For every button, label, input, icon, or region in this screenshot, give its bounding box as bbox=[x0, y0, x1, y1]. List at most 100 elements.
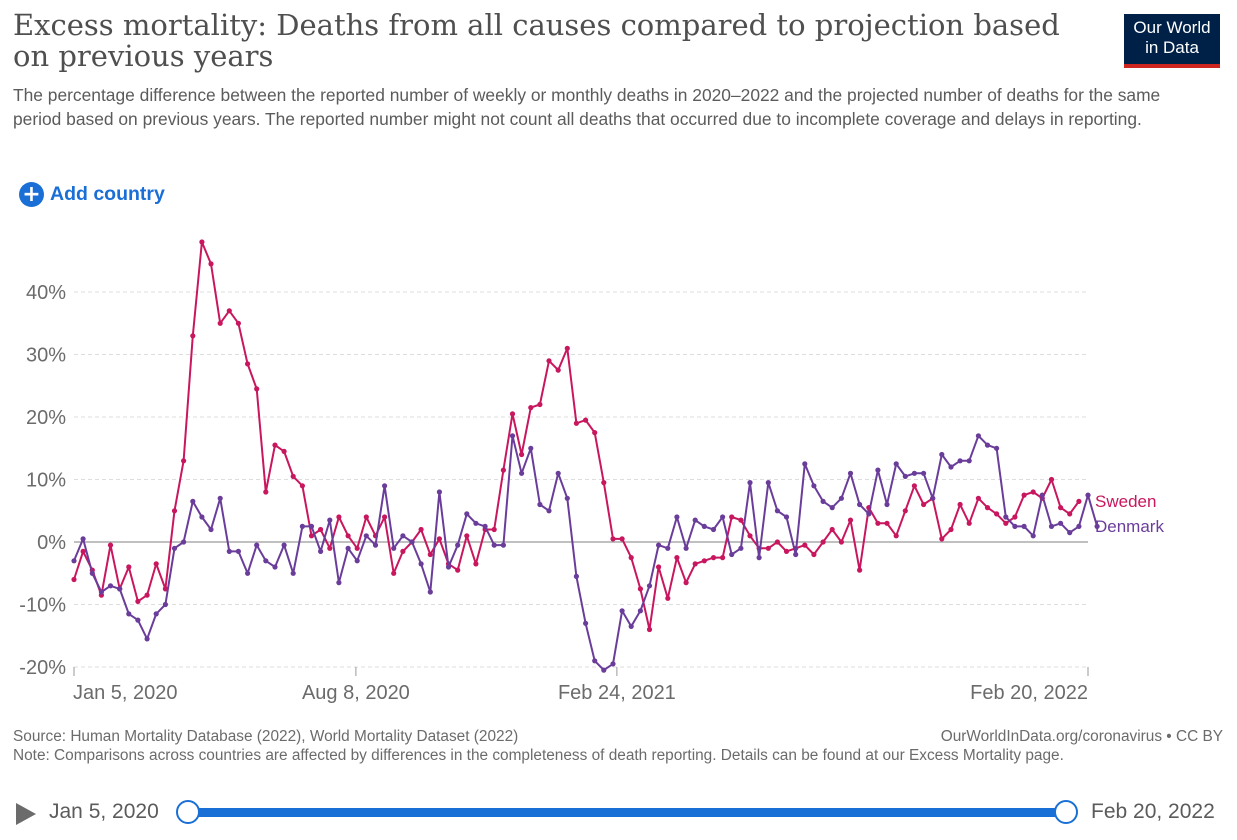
y-tick-label: 30% bbox=[26, 345, 66, 367]
data-point bbox=[1076, 498, 1082, 504]
data-point bbox=[838, 495, 845, 501]
data-point bbox=[345, 533, 351, 539]
x-tick-label: Feb 20, 2022 bbox=[970, 682, 1088, 704]
data-point bbox=[857, 567, 863, 573]
data-point bbox=[875, 467, 881, 473]
data-point bbox=[765, 545, 771, 551]
data-point bbox=[318, 548, 324, 555]
data-point bbox=[135, 598, 141, 605]
data-point bbox=[893, 533, 899, 539]
data-point bbox=[473, 561, 479, 567]
source-url-link[interactable]: OurWorldInData.org/coronavirus • CC BY bbox=[940, 728, 1223, 745]
data-point bbox=[555, 367, 561, 373]
owid-logo[interactable]: Our World in Data bbox=[1124, 14, 1220, 68]
data-point bbox=[546, 508, 552, 514]
data-point bbox=[811, 483, 817, 489]
data-point bbox=[701, 558, 707, 564]
data-point bbox=[382, 514, 388, 520]
data-point bbox=[528, 445, 534, 451]
data-point bbox=[418, 526, 424, 533]
data-point bbox=[528, 405, 534, 411]
data-point bbox=[829, 526, 835, 533]
data-point bbox=[427, 589, 433, 595]
data-point bbox=[674, 555, 680, 561]
data-point bbox=[1030, 489, 1036, 495]
data-point bbox=[254, 542, 260, 548]
data-point bbox=[939, 451, 945, 458]
data-point bbox=[299, 483, 305, 489]
timeline-end-handle[interactable] bbox=[1054, 800, 1078, 824]
data-point bbox=[911, 483, 918, 489]
data-point bbox=[948, 464, 954, 470]
data-point bbox=[80, 548, 86, 555]
data-point bbox=[245, 570, 251, 576]
data-point bbox=[1003, 520, 1009, 526]
data-point bbox=[290, 473, 296, 479]
timeline-end-label: Feb 20, 2022 bbox=[1091, 800, 1215, 823]
data-point bbox=[226, 308, 232, 314]
play-icon[interactable] bbox=[16, 803, 36, 825]
data-point bbox=[592, 430, 598, 436]
timeline: Jan 5, 2020 Feb 20, 2022 bbox=[0, 790, 1237, 835]
data-point bbox=[1021, 523, 1027, 530]
y-tick-label: -20% bbox=[19, 657, 66, 679]
data-point bbox=[345, 545, 351, 551]
data-point bbox=[382, 483, 388, 489]
data-point bbox=[564, 495, 570, 501]
data-point bbox=[957, 501, 963, 508]
data-point bbox=[217, 320, 223, 326]
data-point bbox=[1058, 520, 1064, 526]
data-point bbox=[336, 580, 342, 586]
data-point bbox=[628, 555, 634, 561]
data-point bbox=[126, 564, 132, 570]
y-tick-label: -10% bbox=[19, 595, 66, 617]
series-sweden bbox=[71, 239, 1082, 633]
data-point bbox=[372, 542, 379, 548]
data-point bbox=[683, 545, 689, 551]
data-point bbox=[628, 623, 634, 630]
data-point bbox=[701, 523, 707, 530]
data-point bbox=[829, 505, 835, 511]
data-point bbox=[445, 564, 452, 570]
data-point bbox=[464, 511, 470, 517]
legend-label-denmark: Denmark bbox=[1095, 517, 1164, 536]
data-point bbox=[802, 461, 808, 467]
data-point bbox=[656, 564, 662, 570]
data-point bbox=[400, 548, 406, 555]
data-point bbox=[583, 417, 589, 423]
data-point bbox=[363, 514, 369, 520]
data-point bbox=[902, 473, 908, 479]
data-point bbox=[107, 583, 114, 589]
data-point bbox=[966, 520, 972, 526]
data-point bbox=[884, 501, 890, 508]
x-tick-label: Jan 5, 2020 bbox=[73, 682, 178, 704]
data-point bbox=[601, 480, 607, 486]
data-point bbox=[509, 433, 516, 439]
data-point bbox=[1021, 492, 1027, 498]
data-point bbox=[1030, 533, 1036, 539]
timeline-track[interactable] bbox=[187, 808, 1065, 817]
data-point bbox=[500, 542, 506, 548]
data-point bbox=[327, 517, 333, 523]
data-point bbox=[921, 470, 927, 476]
data-point bbox=[318, 526, 324, 533]
data-point bbox=[1067, 530, 1073, 536]
data-point bbox=[208, 261, 214, 267]
timeline-start-handle[interactable] bbox=[176, 800, 200, 824]
data-point bbox=[966, 458, 972, 464]
data-point bbox=[107, 542, 114, 548]
data-point bbox=[162, 601, 168, 608]
data-point bbox=[994, 445, 1000, 451]
data-point bbox=[436, 536, 442, 542]
data-point bbox=[747, 533, 753, 539]
add-country-button[interactable]: + Add country bbox=[19, 181, 165, 207]
note-text: Note: Comparisons across countries are a… bbox=[13, 747, 1064, 764]
data-point bbox=[984, 505, 991, 511]
data-point bbox=[98, 589, 104, 595]
data-point bbox=[1012, 523, 1018, 530]
data-point bbox=[866, 511, 872, 517]
data-point bbox=[354, 545, 360, 551]
data-point bbox=[1085, 492, 1091, 498]
data-point bbox=[948, 526, 954, 533]
data-point bbox=[217, 495, 223, 501]
